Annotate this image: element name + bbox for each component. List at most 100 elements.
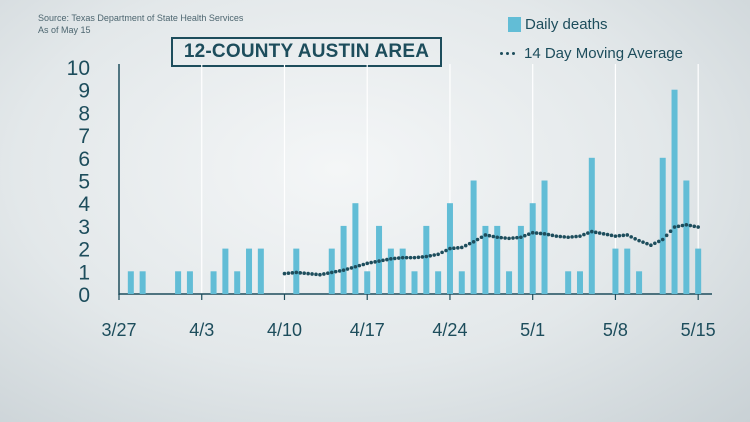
x-tick-label: 4/3 — [189, 320, 214, 340]
y-tick-label: 6 — [78, 148, 90, 171]
y-tick-label: 8 — [78, 102, 90, 125]
moving-average-dot — [333, 269, 338, 274]
legend-daily-deaths: Daily deaths — [508, 16, 608, 33]
moving-average-point — [696, 225, 700, 229]
moving-average-point — [613, 234, 618, 238]
moving-average-dot — [597, 231, 602, 235]
daily-deaths-bar — [541, 180, 548, 294]
moving-average-point — [436, 252, 440, 257]
moving-average-dot — [586, 231, 590, 235]
moving-average-point — [365, 261, 370, 266]
moving-average-dot — [290, 271, 295, 275]
moving-average-dot — [692, 224, 697, 229]
moving-average-point — [578, 234, 582, 238]
chart-title: 12-COUNTY AUSTIN AREA — [171, 37, 442, 67]
y-tick-label: 4 — [78, 193, 90, 216]
moving-average-point — [459, 245, 464, 250]
x-tick-label: 4/24 — [432, 320, 467, 340]
moving-average-point — [353, 264, 358, 269]
moving-average-dot — [337, 269, 342, 273]
moving-average-point — [672, 225, 677, 229]
moving-average-dot — [396, 256, 401, 260]
moving-average-dot — [582, 232, 586, 237]
moving-average-dot — [298, 271, 303, 275]
moving-average-point — [530, 230, 535, 235]
moving-average-point — [507, 236, 511, 241]
moving-average-dot — [286, 271, 291, 275]
moving-average-dot — [515, 235, 519, 240]
daily-deaths-bar — [659, 157, 666, 294]
moving-average-dot — [440, 250, 444, 255]
moving-average-dot — [385, 257, 389, 262]
moving-average-dot — [593, 230, 598, 235]
daily-deaths-bar — [340, 225, 347, 294]
moving-average-point — [329, 270, 334, 275]
legend-dots-swatch — [500, 52, 518, 55]
daily-deaths-bar — [210, 271, 217, 294]
moving-average-dot — [310, 272, 314, 276]
moving-average-dot — [617, 233, 622, 238]
moving-average-dot — [420, 255, 425, 259]
daily-deaths-bar — [529, 203, 536, 294]
moving-average-dot — [641, 240, 645, 244]
daily-deaths-bar — [695, 248, 702, 294]
y-tick-label: 10 — [67, 57, 90, 80]
moving-average-point — [542, 232, 547, 236]
moving-average-dot — [621, 233, 626, 238]
moving-average-point — [400, 255, 405, 260]
moving-average-dot — [680, 223, 685, 228]
moving-average-dot — [428, 253, 433, 258]
moving-average-point — [377, 259, 381, 263]
daily-deaths-bar — [683, 180, 690, 294]
moving-average-dot — [361, 262, 366, 267]
as-of-note: As of May 15 — [38, 25, 91, 35]
moving-average-dot — [676, 224, 681, 229]
daily-deaths-bar — [399, 248, 406, 294]
moving-average-dot — [668, 229, 673, 233]
y-tick-label: 7 — [78, 125, 90, 148]
daily-deaths-bar — [257, 248, 264, 294]
x-tick-label: 4/17 — [350, 320, 385, 340]
moving-average-dot — [633, 236, 637, 241]
moving-average-point — [566, 235, 570, 240]
moving-average-dot — [605, 232, 610, 237]
daily-deaths-bar — [517, 225, 524, 294]
daily-deaths-bar — [246, 248, 253, 294]
y-tick-label: 1 — [78, 261, 90, 284]
moving-average-point — [649, 243, 653, 247]
daily-deaths-bar — [624, 248, 631, 294]
moving-average-dot — [381, 258, 385, 263]
legend-moving-average-label: 14 Day Moving Average — [524, 45, 683, 62]
x-tick-label: 5/8 — [603, 320, 628, 340]
daily-deaths-bar — [435, 271, 442, 294]
moving-average-point — [282, 271, 287, 276]
moving-average-point — [483, 233, 488, 237]
legend-bar-swatch — [508, 17, 521, 32]
moving-average-point — [294, 270, 299, 275]
chart-title-text: 12-COUNTY AUSTIN AREA — [183, 41, 430, 62]
daily-deaths-bar — [175, 271, 182, 294]
moving-average-point — [519, 235, 523, 240]
moving-average-dot — [349, 266, 354, 270]
moving-average-dot — [688, 223, 693, 228]
moving-average-dot — [609, 233, 614, 238]
moving-average-dot — [416, 255, 421, 260]
moving-average-point — [306, 271, 310, 276]
moving-average-dot — [534, 231, 539, 235]
moving-average-dot — [499, 235, 503, 240]
moving-average-point — [684, 222, 689, 227]
moving-average-point — [318, 272, 322, 277]
moving-average-point — [625, 233, 630, 237]
y-tick-label: 0 — [78, 284, 90, 307]
moving-average-dot — [345, 267, 350, 271]
moving-average-dot — [526, 232, 531, 237]
daily-deaths-bar — [364, 271, 371, 294]
daily-deaths-bar — [411, 271, 418, 294]
daily-deaths-bar — [494, 225, 501, 294]
moving-average-dot — [538, 231, 543, 236]
moving-average-dot — [467, 241, 472, 246]
moving-average-dot — [656, 239, 661, 244]
daily-deaths-bar — [186, 271, 193, 294]
